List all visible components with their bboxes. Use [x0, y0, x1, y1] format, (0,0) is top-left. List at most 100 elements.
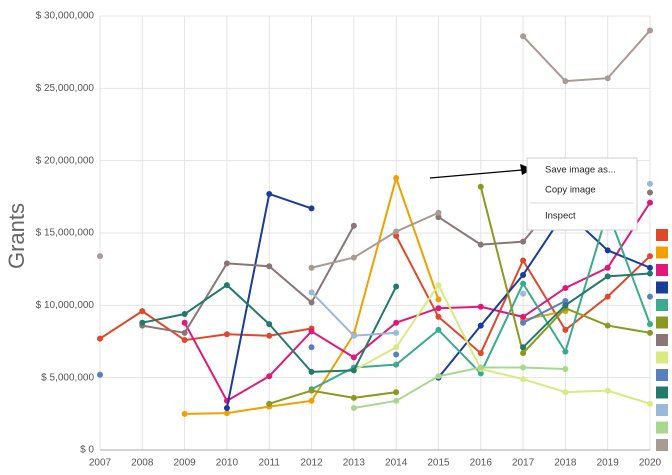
data-point — [181, 329, 188, 336]
x-tick-label: 2018 — [554, 458, 577, 469]
data-point — [520, 290, 527, 297]
data-point — [435, 214, 442, 221]
arrow — [429, 169, 523, 179]
legend-swatch — [656, 281, 668, 294]
data-point — [520, 319, 527, 326]
x-tick-label: 2010 — [216, 458, 239, 469]
data-point — [308, 397, 315, 404]
data-point — [604, 293, 611, 300]
data-point — [350, 354, 357, 361]
legend-swatch — [656, 369, 668, 381]
data-point — [562, 284, 569, 291]
data-point — [393, 175, 400, 182]
x-tick-label: 2011 — [258, 458, 280, 469]
data-point — [139, 308, 146, 315]
data-point — [604, 322, 611, 329]
data-point — [435, 209, 442, 216]
data-point — [520, 350, 527, 357]
data-point — [562, 389, 569, 396]
legend-swatch — [656, 386, 668, 399]
data-point — [647, 264, 653, 271]
series-line — [353, 366, 566, 410]
legend-swatch — [656, 351, 668, 364]
data-point — [266, 373, 273, 380]
x-tick-label: 2019 — [597, 458, 620, 469]
data-point — [562, 302, 569, 309]
data-point — [477, 350, 484, 357]
legend-swatch — [656, 316, 668, 329]
x-tick-label: 2020 — [639, 458, 662, 469]
legend-swatch — [656, 404, 668, 416]
data-point — [393, 351, 400, 358]
data-point — [604, 273, 611, 280]
x-tick-label: 2013 — [343, 458, 366, 469]
data-point — [520, 257, 527, 264]
data-point — [435, 305, 442, 312]
context-menu — [526, 157, 638, 231]
data-point — [562, 78, 569, 85]
y-tick-label: $ 5,000,000 — [41, 372, 94, 383]
data-point — [393, 344, 400, 351]
x-tick-label: 2014 — [385, 458, 408, 469]
data-point — [647, 400, 653, 407]
data-point — [435, 296, 442, 303]
y-tick-label: $ 10,000,000 — [36, 300, 95, 311]
legend-swatch — [656, 246, 668, 259]
data-point — [393, 389, 400, 396]
data-point — [520, 238, 527, 245]
data-point — [520, 344, 527, 351]
y-tick-label: $ 15,000,000 — [36, 228, 95, 239]
data-point — [350, 394, 357, 401]
data-point — [435, 326, 442, 333]
data-point — [562, 348, 569, 355]
data-point — [266, 400, 273, 407]
x-tick-label: 2016 — [470, 458, 493, 469]
data-point — [223, 282, 230, 289]
x-tick-label: 2009 — [173, 458, 196, 469]
data-point — [435, 313, 442, 320]
menu-item[interactable]: Inspect — [545, 211, 576, 222]
data-point — [647, 321, 653, 328]
data-point — [435, 282, 442, 289]
data-point — [477, 241, 484, 248]
data-point — [266, 332, 273, 339]
legend-swatch — [656, 439, 668, 451]
data-point — [647, 329, 653, 336]
data-point — [266, 190, 273, 197]
data-point — [181, 311, 188, 318]
data-point — [604, 264, 611, 271]
data-point — [477, 322, 484, 329]
data-point — [520, 364, 527, 371]
y-tick-label: $ 0 — [80, 445, 94, 456]
series-line — [353, 283, 651, 405]
data-point — [604, 387, 611, 394]
data-point — [520, 280, 527, 287]
data-point — [97, 335, 103, 342]
legend-swatch — [656, 299, 668, 311]
y-axis-label: Grants — [4, 203, 29, 269]
menu-item[interactable]: Save image as... — [545, 165, 616, 176]
y-tick-label: $ 20,000,000 — [36, 155, 95, 166]
data-point — [393, 329, 400, 336]
data-point — [223, 331, 230, 338]
data-point — [308, 264, 315, 271]
legend-swatch — [656, 264, 668, 276]
data-point — [393, 361, 400, 368]
data-point — [393, 283, 400, 290]
data-point — [266, 263, 273, 270]
x-tick-label: 2008 — [131, 458, 154, 469]
data-point — [308, 387, 315, 394]
data-point — [350, 405, 357, 412]
data-point — [393, 319, 400, 326]
data-point — [181, 337, 188, 344]
data-point — [647, 180, 653, 187]
data-point — [223, 260, 230, 267]
data-point — [604, 247, 611, 254]
data-point — [350, 254, 357, 261]
data-point — [223, 405, 230, 412]
menu-item[interactable]: Copy image — [545, 185, 596, 196]
data-point — [477, 370, 484, 377]
data-point — [647, 189, 653, 196]
data-point — [393, 397, 400, 404]
